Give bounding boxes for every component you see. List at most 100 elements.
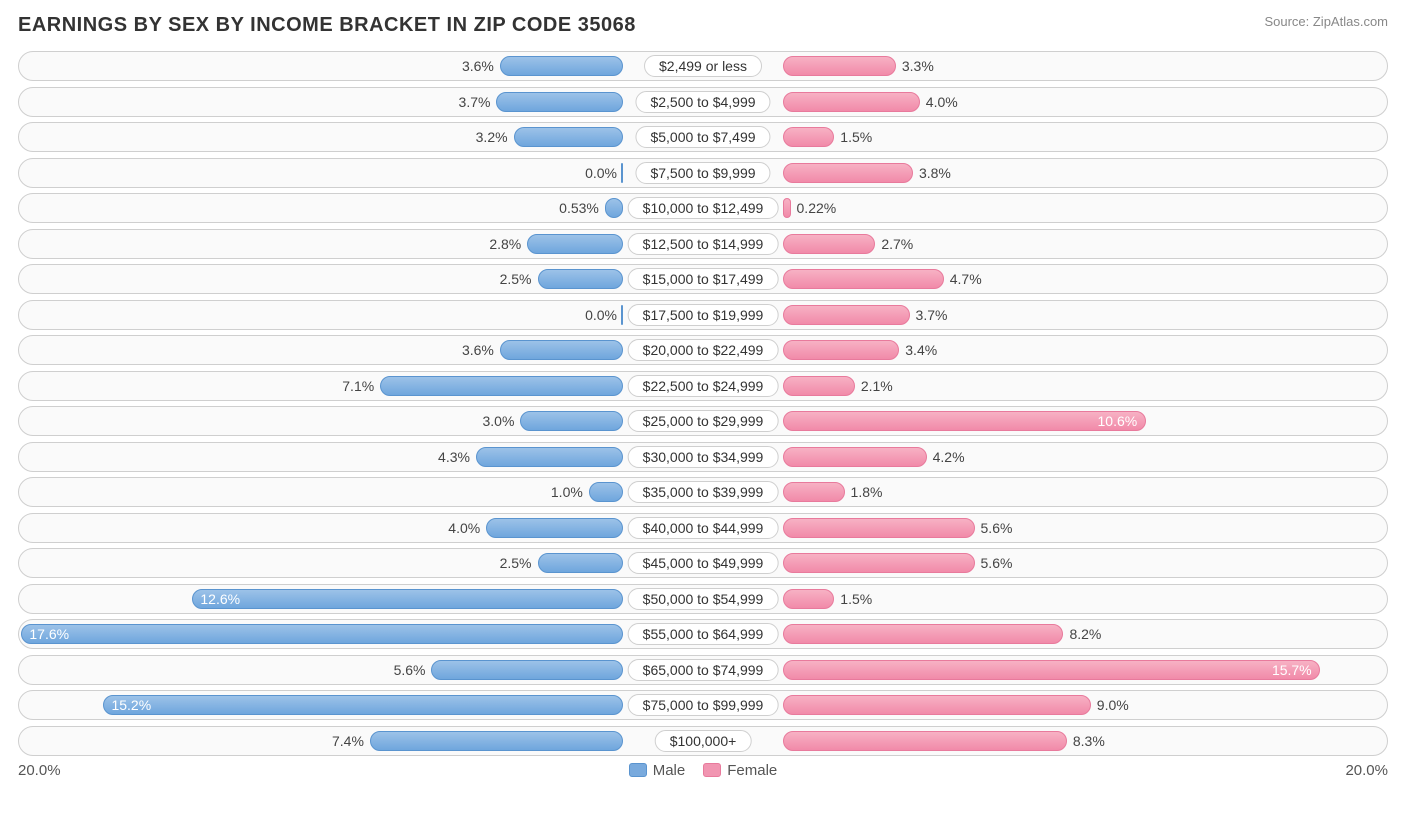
bar-row: 7.1%2.1%$22,500 to $24,999 xyxy=(18,371,1388,401)
category-label: $55,000 to $64,999 xyxy=(628,623,779,645)
female-bar xyxy=(783,198,791,218)
category-label: $25,000 to $29,999 xyxy=(628,410,779,432)
female-value-label: 9.0% xyxy=(1097,697,1129,713)
female-bar xyxy=(783,553,975,573)
male-bar xyxy=(514,127,623,147)
female-bar xyxy=(783,163,913,183)
female-bar xyxy=(783,56,896,76)
bar-row: 2.5%5.6%$45,000 to $49,999 xyxy=(18,548,1388,578)
female-bar xyxy=(783,482,845,502)
male-bar xyxy=(605,198,623,218)
female-value-label: 2.7% xyxy=(881,236,913,252)
male-value-label: 0.0% xyxy=(585,307,617,323)
category-label: $15,000 to $17,499 xyxy=(628,268,779,290)
bar-row: 15.2%9.0%$75,000 to $99,999 xyxy=(18,690,1388,720)
bar-row: 2.5% 4.7% $15,000 to $17,499 xyxy=(18,264,1388,294)
male-value-label: 3.2% xyxy=(476,129,508,145)
bar-row: 7.4%8.3%$100,000+ xyxy=(18,726,1388,756)
female-value-label: 3.4% xyxy=(905,342,937,358)
diverging-bar-chart: 3.6%3.3%$2,499 or less 3.7%4.0%$2,500 to … xyxy=(18,51,1388,756)
female-value-label: 4.0% xyxy=(926,94,958,110)
category-label: $7,500 to $9,999 xyxy=(635,162,770,184)
category-label: $2,499 or less xyxy=(644,55,762,77)
female-value-label: 10.6% xyxy=(1098,413,1138,429)
female-bar xyxy=(783,731,1067,751)
female-value-label: 0.22% xyxy=(797,200,837,216)
female-bar xyxy=(783,305,910,325)
male-swatch xyxy=(629,763,647,777)
female-bar xyxy=(783,518,975,538)
male-value-label: 3.6% xyxy=(462,58,494,74)
bar-row: 0.53%0.22%$10,000 to $12,499 xyxy=(18,193,1388,223)
legend-male-label: Male xyxy=(653,762,686,779)
male-bar xyxy=(486,518,623,538)
male-bar xyxy=(589,482,623,502)
female-bar xyxy=(783,92,920,112)
legend-male: Male xyxy=(629,762,686,779)
male-value-label: 3.6% xyxy=(462,342,494,358)
category-label: $5,000 to $7,499 xyxy=(635,126,770,148)
category-label: $50,000 to $54,999 xyxy=(628,588,779,610)
bar-row: 1.0%1.8%$35,000 to $39,999 xyxy=(18,477,1388,507)
source-attribution: Source: ZipAtlas.com xyxy=(1264,14,1388,29)
female-value-label: 3.7% xyxy=(916,307,948,323)
category-label: $30,000 to $34,999 xyxy=(628,446,779,468)
bar-row: 3.7%4.0%$2,500 to $4,999 xyxy=(18,87,1388,117)
male-bar xyxy=(21,624,623,644)
male-value-label: 3.0% xyxy=(482,413,514,429)
female-bar xyxy=(783,340,899,360)
male-bar xyxy=(431,660,623,680)
male-value-label: 12.6% xyxy=(200,591,240,607)
female-bar xyxy=(783,695,1091,715)
bar-row: 4.3% 4.2% $30,000 to $34,999 xyxy=(18,442,1388,472)
bar-row: 0.0% 3.8% $7,500 to $9,999 xyxy=(18,158,1388,188)
axis-max-left: 20.0% xyxy=(18,762,61,779)
male-bar xyxy=(370,731,623,751)
male-bar xyxy=(500,340,623,360)
male-value-label: 0.0% xyxy=(585,165,617,181)
category-label: $75,000 to $99,999 xyxy=(628,694,779,716)
female-value-label: 5.6% xyxy=(981,520,1013,536)
male-bar xyxy=(621,305,623,325)
male-value-label: 7.4% xyxy=(332,733,364,749)
category-label: $17,500 to $19,999 xyxy=(628,304,779,326)
category-label: $10,000 to $12,499 xyxy=(628,197,779,219)
bar-row: 3.6%3.4%$20,000 to $22,499 xyxy=(18,335,1388,365)
female-value-label: 4.7% xyxy=(950,271,982,287)
female-bar xyxy=(783,269,944,289)
category-label: $12,500 to $14,999 xyxy=(628,233,779,255)
bar-row: 3.2%1.5%$5,000 to $7,499 xyxy=(18,122,1388,152)
male-bar xyxy=(520,411,623,431)
male-value-label: 4.3% xyxy=(438,449,470,465)
male-bar xyxy=(496,92,623,112)
male-bar xyxy=(500,56,623,76)
female-value-label: 8.2% xyxy=(1069,626,1101,642)
female-value-label: 4.2% xyxy=(933,449,965,465)
category-label: $65,000 to $74,999 xyxy=(628,659,779,681)
male-value-label: 7.1% xyxy=(342,378,374,394)
male-value-label: 2.5% xyxy=(500,271,532,287)
male-value-label: 5.6% xyxy=(394,662,426,678)
legend-female: Female xyxy=(703,762,777,779)
male-value-label: 2.8% xyxy=(489,236,521,252)
male-bar xyxy=(103,695,623,715)
female-bar xyxy=(783,660,1320,680)
male-value-label: 17.6% xyxy=(29,626,69,642)
female-value-label: 1.5% xyxy=(840,591,872,607)
bar-row: 3.6%3.3%$2,499 or less xyxy=(18,51,1388,81)
bar-row: 0.0% 3.7% $17,500 to $19,999 xyxy=(18,300,1388,330)
category-label: $35,000 to $39,999 xyxy=(628,481,779,503)
male-bar xyxy=(621,163,623,183)
category-label: $22,500 to $24,999 xyxy=(628,375,779,397)
female-value-label: 3.8% xyxy=(919,165,951,181)
category-label: $45,000 to $49,999 xyxy=(628,552,779,574)
female-value-label: 8.3% xyxy=(1073,733,1105,749)
bar-row: 4.0%5.6%$40,000 to $44,999 xyxy=(18,513,1388,543)
male-bar xyxy=(476,447,623,467)
female-bar xyxy=(783,589,834,609)
female-value-label: 15.7% xyxy=(1272,662,1312,678)
female-bar xyxy=(783,376,855,396)
legend: Male Female xyxy=(629,762,778,779)
female-value-label: 5.6% xyxy=(981,555,1013,571)
male-bar xyxy=(527,234,623,254)
